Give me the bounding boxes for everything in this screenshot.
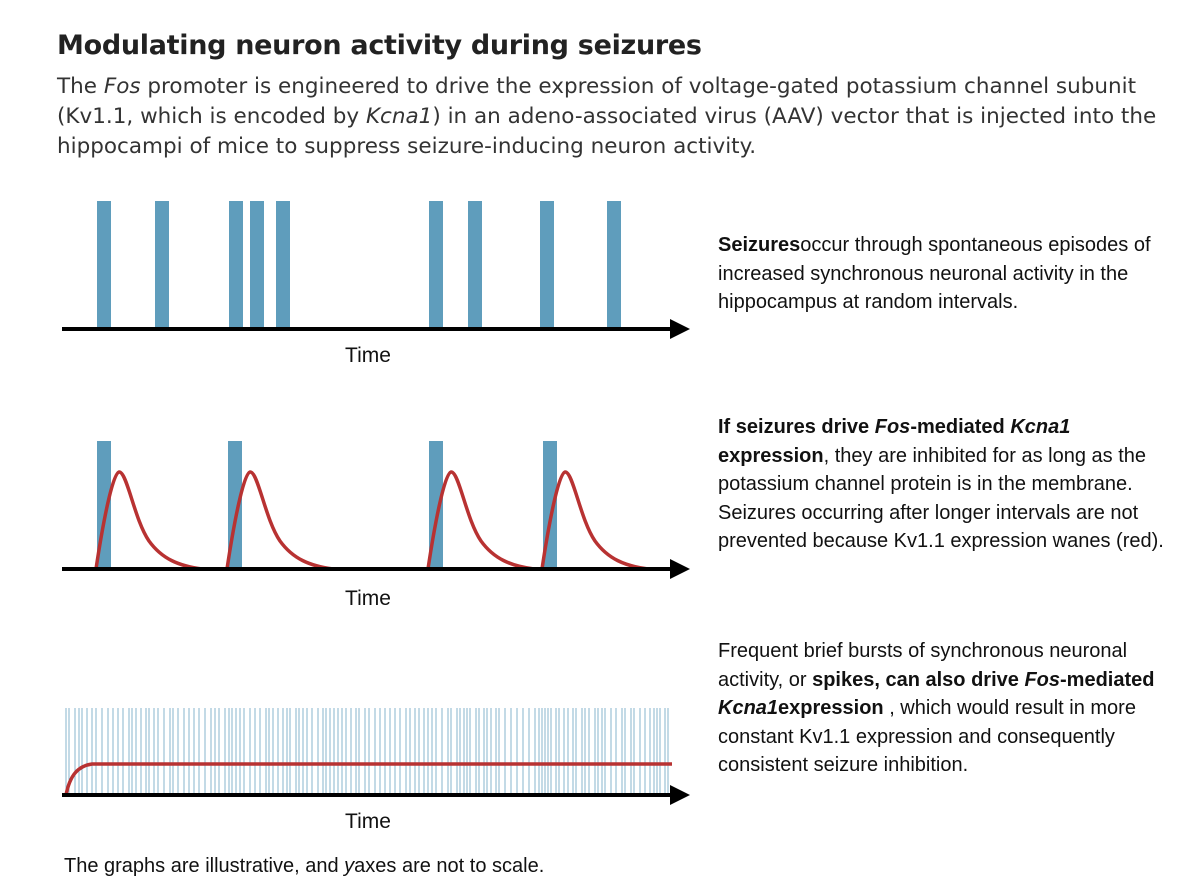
spikes-description: Frequent brief bursts of synchronous neu… [718, 640, 1155, 776]
kv11-constant-curve [64, 762, 672, 796]
kv11-expression-curves [94, 470, 650, 571]
page-title: Modulating neuron activity during seizur… [57, 30, 702, 61]
seizure-bar [229, 201, 243, 329]
time-axis-label: Time [345, 810, 391, 833]
seizure-bar [155, 201, 169, 329]
seizure-bar [250, 201, 264, 329]
spikes-constant-expression-graph: Time [62, 708, 690, 833]
time-axis-arrowhead [670, 559, 690, 579]
time-axis-label: Time [345, 587, 391, 610]
seizure-activity-graph: Time [62, 201, 690, 367]
seizure-description: Seizuresoccur through spontaneous episod… [718, 234, 1151, 313]
time-axis-arrowhead [670, 785, 690, 805]
footnote: The graphs are illustrative, and yaxes a… [64, 855, 545, 877]
seizure-bar [540, 201, 554, 329]
fos-kcna1-seizure-description: If seizures drive Fos-mediated Kcna1 exp… [718, 416, 1164, 552]
kv11-expression-curve [426, 470, 536, 571]
seizure-bar [276, 201, 290, 329]
activity-bars [97, 201, 621, 329]
time-axis-label: Time [345, 344, 391, 367]
kv11-expression-curve [225, 470, 335, 571]
page-subtitle: The Fos promoter is engineered to drive … [57, 74, 1157, 159]
seizure-bar [429, 201, 443, 329]
time-axis-arrowhead [670, 319, 690, 339]
seizure-bar [607, 201, 621, 329]
seizure-bar [468, 201, 482, 329]
seizure-bar [97, 201, 111, 329]
kv11-expression-curve [540, 470, 650, 571]
spike-lines [65, 708, 669, 795]
kv11-expression-curve [94, 470, 204, 571]
fos-kcna1-seizure-graph: Time [62, 441, 690, 610]
